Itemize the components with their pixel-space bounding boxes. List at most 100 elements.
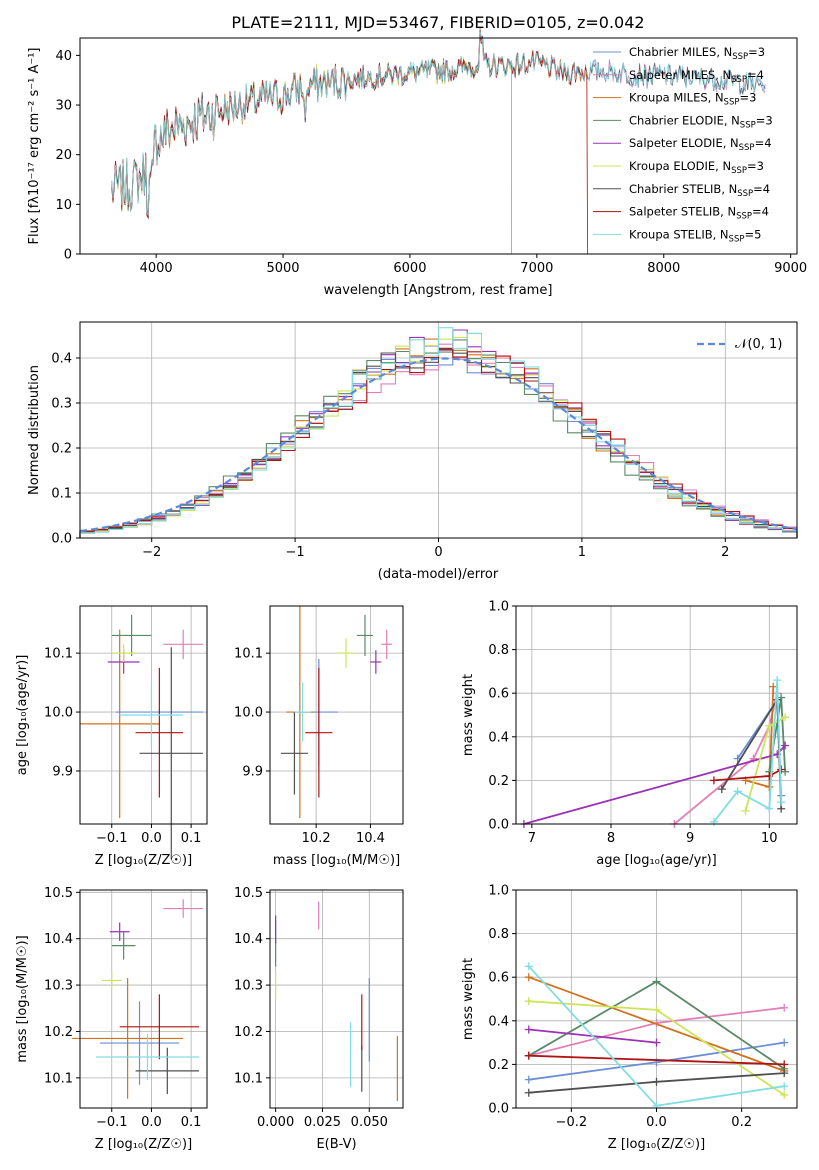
point-marker [709, 776, 718, 785]
point-marker [524, 962, 533, 971]
legend-label: Kroupa STELIB, NSSP=5 [629, 227, 761, 244]
age_z-xlabel: Z [log₁₀(Z/Z☉)] [95, 853, 192, 868]
residual-ylabel: Normed distribution [27, 365, 42, 495]
y-tick-label: 0.6 [488, 971, 509, 986]
spectrum-panel: 4000 5000 6000 7000 8000 9000 0 10 20 30 40 PLATE=… [27, 13, 807, 298]
panel-frame [515, 605, 798, 825]
mass-weight-line [528, 1054, 785, 1066]
y-tick-label: 30 [55, 99, 72, 114]
mass_z-ylabel: mass [log₁₀(M/M☉)] [15, 935, 30, 1062]
y-tick-label: 1.0 [488, 600, 509, 615]
point-marker [780, 1003, 789, 1012]
x-tick-label: 9000 [774, 261, 807, 276]
y-tick-label: 0.6 [488, 687, 509, 702]
y-tick-label: 0.4 [488, 1014, 509, 1029]
mw_z-ylabel: mass weight [461, 958, 476, 1040]
x-tick-label: 5000 [266, 261, 299, 276]
gaussian-reference-curve [79, 357, 798, 533]
y-tick-label: 40 [55, 49, 72, 64]
x-tick-label: 0.0 [646, 1115, 667, 1130]
y-tick-label: 10.4 [234, 932, 263, 947]
y-tick-label: 0.8 [488, 643, 509, 658]
y-tick-label: 10.1 [44, 647, 73, 662]
point-marker [733, 787, 742, 796]
legend-label: Chabrier MILES, NSSP=3 [629, 45, 765, 62]
x-tick-label: 0.0 [141, 831, 162, 846]
y-tick-label: 1.0 [488, 884, 509, 899]
point-marker [652, 1077, 661, 1086]
point-marker [781, 713, 790, 722]
y-tick-label: 20 [55, 148, 72, 163]
y-tick-label: 10.5 [44, 886, 73, 901]
spectrum-series-line [111, 31, 766, 217]
legend-label: Salpeter MILES, NSSP=4 [629, 68, 764, 85]
x-tick-label: 8000 [647, 261, 680, 276]
y-tick-label: 10.0 [44, 706, 73, 721]
point-marker [773, 676, 782, 685]
x-tick-label: 0.025 [304, 1115, 341, 1130]
point-marker [524, 1075, 533, 1084]
y-tick-label: 10 [55, 198, 72, 213]
panel-frame [269, 889, 404, 1109]
y-tick-label: 0.2 [51, 442, 72, 457]
point-marker [765, 782, 774, 791]
y-tick-label: 10.5 [234, 886, 263, 901]
point-marker [777, 765, 786, 774]
x-tick-label: 8 [607, 831, 615, 846]
histogram-series [79, 327, 798, 538]
mass_z-xlabel: Z [log₁₀(Z/Z☉)] [95, 1137, 192, 1152]
point-marker [780, 1038, 789, 1047]
y-tick-label: 9.9 [52, 764, 73, 779]
y-tick-label: 0.0 [51, 532, 72, 547]
y-tick-label: 10.1 [234, 1071, 263, 1086]
x-tick-label: −0.2 [556, 1115, 588, 1130]
y-tick-label: 0.0 [488, 818, 509, 833]
point-marker [717, 785, 726, 794]
point-marker [652, 977, 661, 986]
age_mass-xlabel: mass [log₁₀(M/M☉)] [273, 853, 400, 868]
x-tick-label: 0.1 [181, 1115, 202, 1130]
x-tick-label: 0.0 [141, 1115, 162, 1130]
age_mass-panel: 10.2 10.4 9.9 10.0 10.1 mass [log₁₀(M/M☉)] [234, 605, 404, 868]
y-tick-label: 0.0 [488, 1102, 509, 1117]
legend-label: Kroupa MILES, NSSP=3 [629, 91, 756, 108]
point-marker [780, 1090, 789, 1099]
x-tick-label: 10.4 [356, 831, 385, 846]
age_z-ylabel: age [log₁₀(age/yr)] [15, 655, 30, 776]
mass_z-panel: −0.1 0.0 0.1 10.1 10.2 10.3 10.4 10.5 Z [log₁₀(Z… [15, 886, 208, 1152]
x-tick-label: 9 [686, 831, 694, 846]
x-tick-label: 0.1 [181, 831, 202, 846]
point-marker [524, 997, 533, 1006]
y-tick-label: 0 [64, 248, 72, 263]
mw_age-panel: 7 8 9 10 0.0 0.2 0.4 0.6 0.8 1.0 age [log₁₀(age/yr… [461, 600, 798, 868]
x-tick-label: 7000 [520, 261, 553, 276]
x-tick-label: −0.1 [96, 1115, 128, 1130]
y-tick-label: 0.4 [488, 730, 509, 745]
y-tick-label: 10.0 [234, 706, 263, 721]
mw_age-ylabel: mass weight [461, 674, 476, 756]
y-tick-label: 0.8 [488, 927, 509, 942]
x-tick-label: −0.1 [96, 831, 128, 846]
x-tick-label: 10.2 [302, 831, 331, 846]
point-marker [765, 804, 774, 813]
y-tick-label: 9.9 [242, 764, 263, 779]
mw_age-xlabel: age [log₁₀(age/yr)] [596, 853, 717, 868]
x-tick-label: −1 [286, 545, 305, 560]
spectrum-frame [79, 37, 798, 255]
y-tick-label: 0.4 [51, 352, 72, 367]
spectrum-title: PLATE=2111, MJD=53467, FIBERID=0105, z=0… [231, 13, 644, 32]
panel-frame [269, 605, 404, 825]
x-tick-label: 0 [434, 545, 442, 560]
age_z-panel: −0.1 0.0 0.1 9.9 10.0 10.1 Z [log₁₀(Z/Z☉)] age … [15, 605, 208, 868]
point-marker [524, 1088, 533, 1097]
panel-frame [79, 889, 208, 1109]
x-tick-label: 0.2 [731, 1115, 752, 1130]
x-tick-label: 0.000 [257, 1115, 294, 1130]
point-marker [741, 806, 750, 815]
point-marker [780, 1060, 789, 1069]
x-tick-label: 1 [578, 545, 586, 560]
point-marker [777, 798, 786, 807]
legend-label: Salpeter ELODIE, NSSP=4 [629, 136, 772, 153]
